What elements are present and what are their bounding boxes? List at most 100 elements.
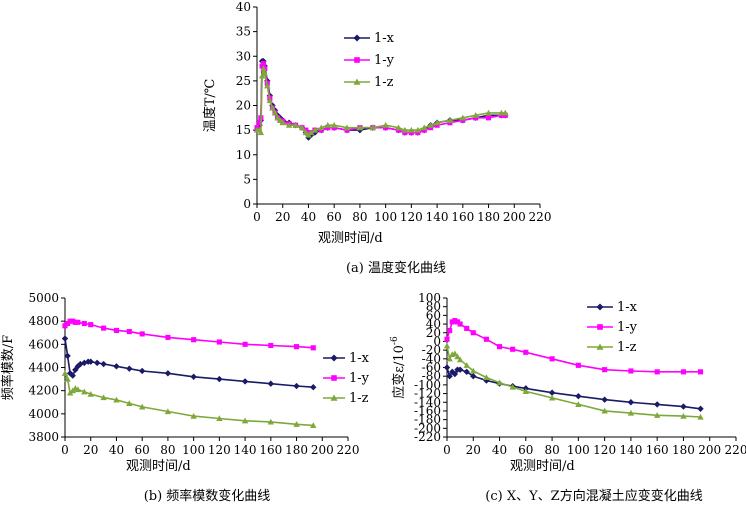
data-point: [261, 70, 268, 77]
data-point: [64, 375, 71, 382]
legend-entry-1-y: 1-y: [323, 371, 370, 386]
data-point: [292, 122, 299, 128]
legend-entry-1-z: 1-z: [587, 340, 637, 355]
y-tick-label: 20: [236, 99, 251, 113]
data-point: [697, 413, 704, 420]
y-tick-label: 4400: [28, 361, 59, 375]
series-line: [257, 68, 506, 137]
x-tick-label: 100: [374, 210, 397, 224]
data-point: [454, 353, 461, 360]
x-tick-label: 200: [698, 443, 721, 457]
data-point: [64, 352, 71, 360]
data-point: [324, 122, 331, 128]
data-point: [472, 112, 479, 118]
x-tick-label: 40: [301, 210, 316, 224]
data-point: [74, 386, 82, 393]
data-point: [369, 124, 376, 131]
data-point: [191, 337, 197, 343]
data-point: [451, 370, 459, 378]
y-tick-label: -180: [414, 413, 441, 427]
data-point: [628, 368, 634, 374]
data-point: [93, 359, 101, 367]
data-point: [87, 358, 94, 365]
legend-entry-1-x: 1-x: [323, 351, 370, 366]
data-point: [62, 323, 68, 329]
data-point: [510, 346, 516, 352]
data-point: [502, 109, 509, 116]
chart-caption: (b) 频率模数变化曲线: [144, 488, 271, 504]
y-tick-label: -160: [414, 404, 441, 418]
data-point: [654, 369, 660, 375]
series-1-y: [254, 61, 508, 136]
y-tick-label: 60: [426, 308, 441, 322]
data-point: [164, 370, 172, 377]
y-tick-label: 15: [236, 123, 251, 137]
data-point: [446, 372, 453, 380]
x-tick-label: 140: [426, 210, 449, 224]
series-line: [64, 320, 314, 349]
legend-entry-1-z: 1-z: [344, 75, 394, 90]
data-point: [126, 365, 133, 372]
data-point: [279, 119, 286, 126]
data-point: [113, 327, 120, 333]
data-point: [260, 65, 267, 72]
x-tick-label: 0: [443, 443, 451, 457]
data-point: [446, 355, 453, 362]
data-point: [311, 126, 319, 133]
data-point: [575, 392, 582, 400]
data-point: [470, 372, 477, 380]
data-point: [401, 126, 409, 133]
data-point: [653, 412, 661, 418]
data-point: [113, 363, 120, 370]
y-axis-label: 温度T/℃: [202, 79, 218, 133]
legend-entry-1-x: 1-x: [587, 300, 638, 315]
x-tick-label: 120: [593, 443, 616, 457]
y-tick-label: -20: [422, 343, 441, 357]
x-tick-label: 60: [518, 443, 533, 457]
data-point: [356, 124, 364, 131]
data-point: [421, 124, 428, 131]
legend-entry-1-z: 1-z: [323, 391, 369, 406]
data-point: [456, 366, 464, 373]
y-tick-label: 10: [236, 148, 251, 162]
data-point: [216, 375, 223, 383]
data-point: [454, 319, 461, 325]
legend-marker: [596, 303, 604, 311]
legend-marker: [597, 324, 603, 330]
y-tick-label: 20: [426, 326, 441, 340]
x-tick-label: 220: [337, 443, 360, 457]
x-tick-label: 20: [275, 210, 290, 224]
x-tick-label: 200: [311, 443, 334, 457]
legend-marker: [354, 57, 360, 63]
x-axis-label: 观测时间/d: [318, 231, 383, 246]
data-point: [496, 379, 503, 386]
data-point: [310, 383, 317, 391]
data-point: [456, 356, 464, 363]
data-point: [549, 356, 555, 362]
legend-entry-1-x: 1-x: [344, 31, 395, 46]
data-point: [627, 399, 635, 406]
chart-c: 0 20 40 60 80 100 120 140 160 180 200 220-220-200-1…: [390, 291, 746, 504]
data-point: [443, 342, 451, 349]
y-tick-label: 35: [236, 25, 251, 39]
data-point: [483, 374, 490, 381]
data-point: [241, 417, 249, 424]
x-tick-label: 60: [327, 210, 342, 224]
y-tick-label: 4800: [28, 314, 59, 328]
data-point: [601, 396, 608, 403]
data-point: [548, 394, 556, 401]
legend-label: 1-z: [617, 340, 637, 355]
x-tick-label: 0: [253, 210, 261, 224]
chart-caption: (c) X、Y、Z方向混凝土应变变化曲线: [485, 488, 702, 504]
data-point: [298, 124, 306, 131]
data-point: [101, 325, 107, 331]
x-tick-label: 80: [160, 443, 175, 457]
y-axis-label-text: 应变ε/10: [391, 345, 407, 399]
x-tick-label: 180: [672, 443, 695, 457]
legend-label: 1-y: [374, 53, 395, 68]
x-tick-label: 160: [259, 443, 282, 457]
series-line: [256, 61, 506, 134]
data-point: [653, 401, 661, 408]
legend-entry-1-y: 1-y: [344, 53, 395, 68]
legend-label: 1-x: [374, 31, 395, 46]
